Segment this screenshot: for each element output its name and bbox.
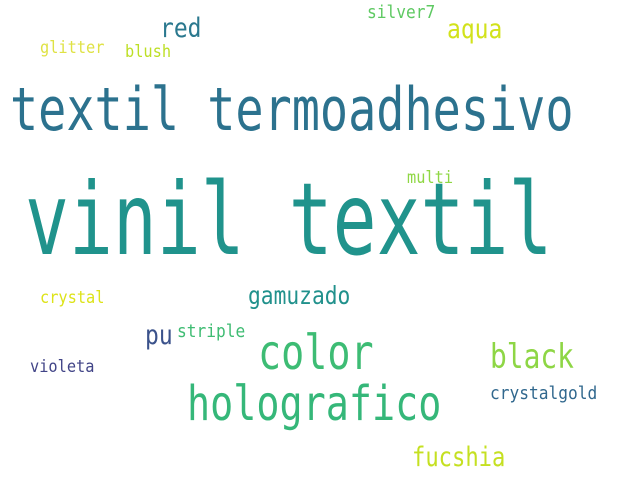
- word-black: black: [490, 337, 574, 377]
- word-crystal: crystal: [40, 288, 105, 308]
- word-silver7: silver7: [367, 2, 436, 23]
- word-glitter: glitter: [40, 38, 105, 58]
- word-crystalgold: crystalgold: [490, 383, 598, 404]
- word-vinil-textil: vinil textil: [25, 161, 553, 278]
- word-red: red: [160, 13, 202, 44]
- word-striple: striple: [177, 321, 246, 342]
- word-textil-termoadhesivo: textil termoadhesivo: [10, 75, 574, 145]
- word-blush: blush: [125, 42, 172, 62]
- word-gamuzado: gamuzado: [248, 281, 351, 310]
- word-color: color: [258, 325, 374, 381]
- word-multi: multi: [407, 168, 454, 188]
- word-violeta: violeta: [30, 357, 95, 377]
- word-holografico: holografico: [187, 376, 442, 432]
- word-fucshia: fucshia: [412, 442, 506, 473]
- word-pu: pu: [145, 320, 173, 351]
- word-aqua: aqua: [447, 14, 503, 45]
